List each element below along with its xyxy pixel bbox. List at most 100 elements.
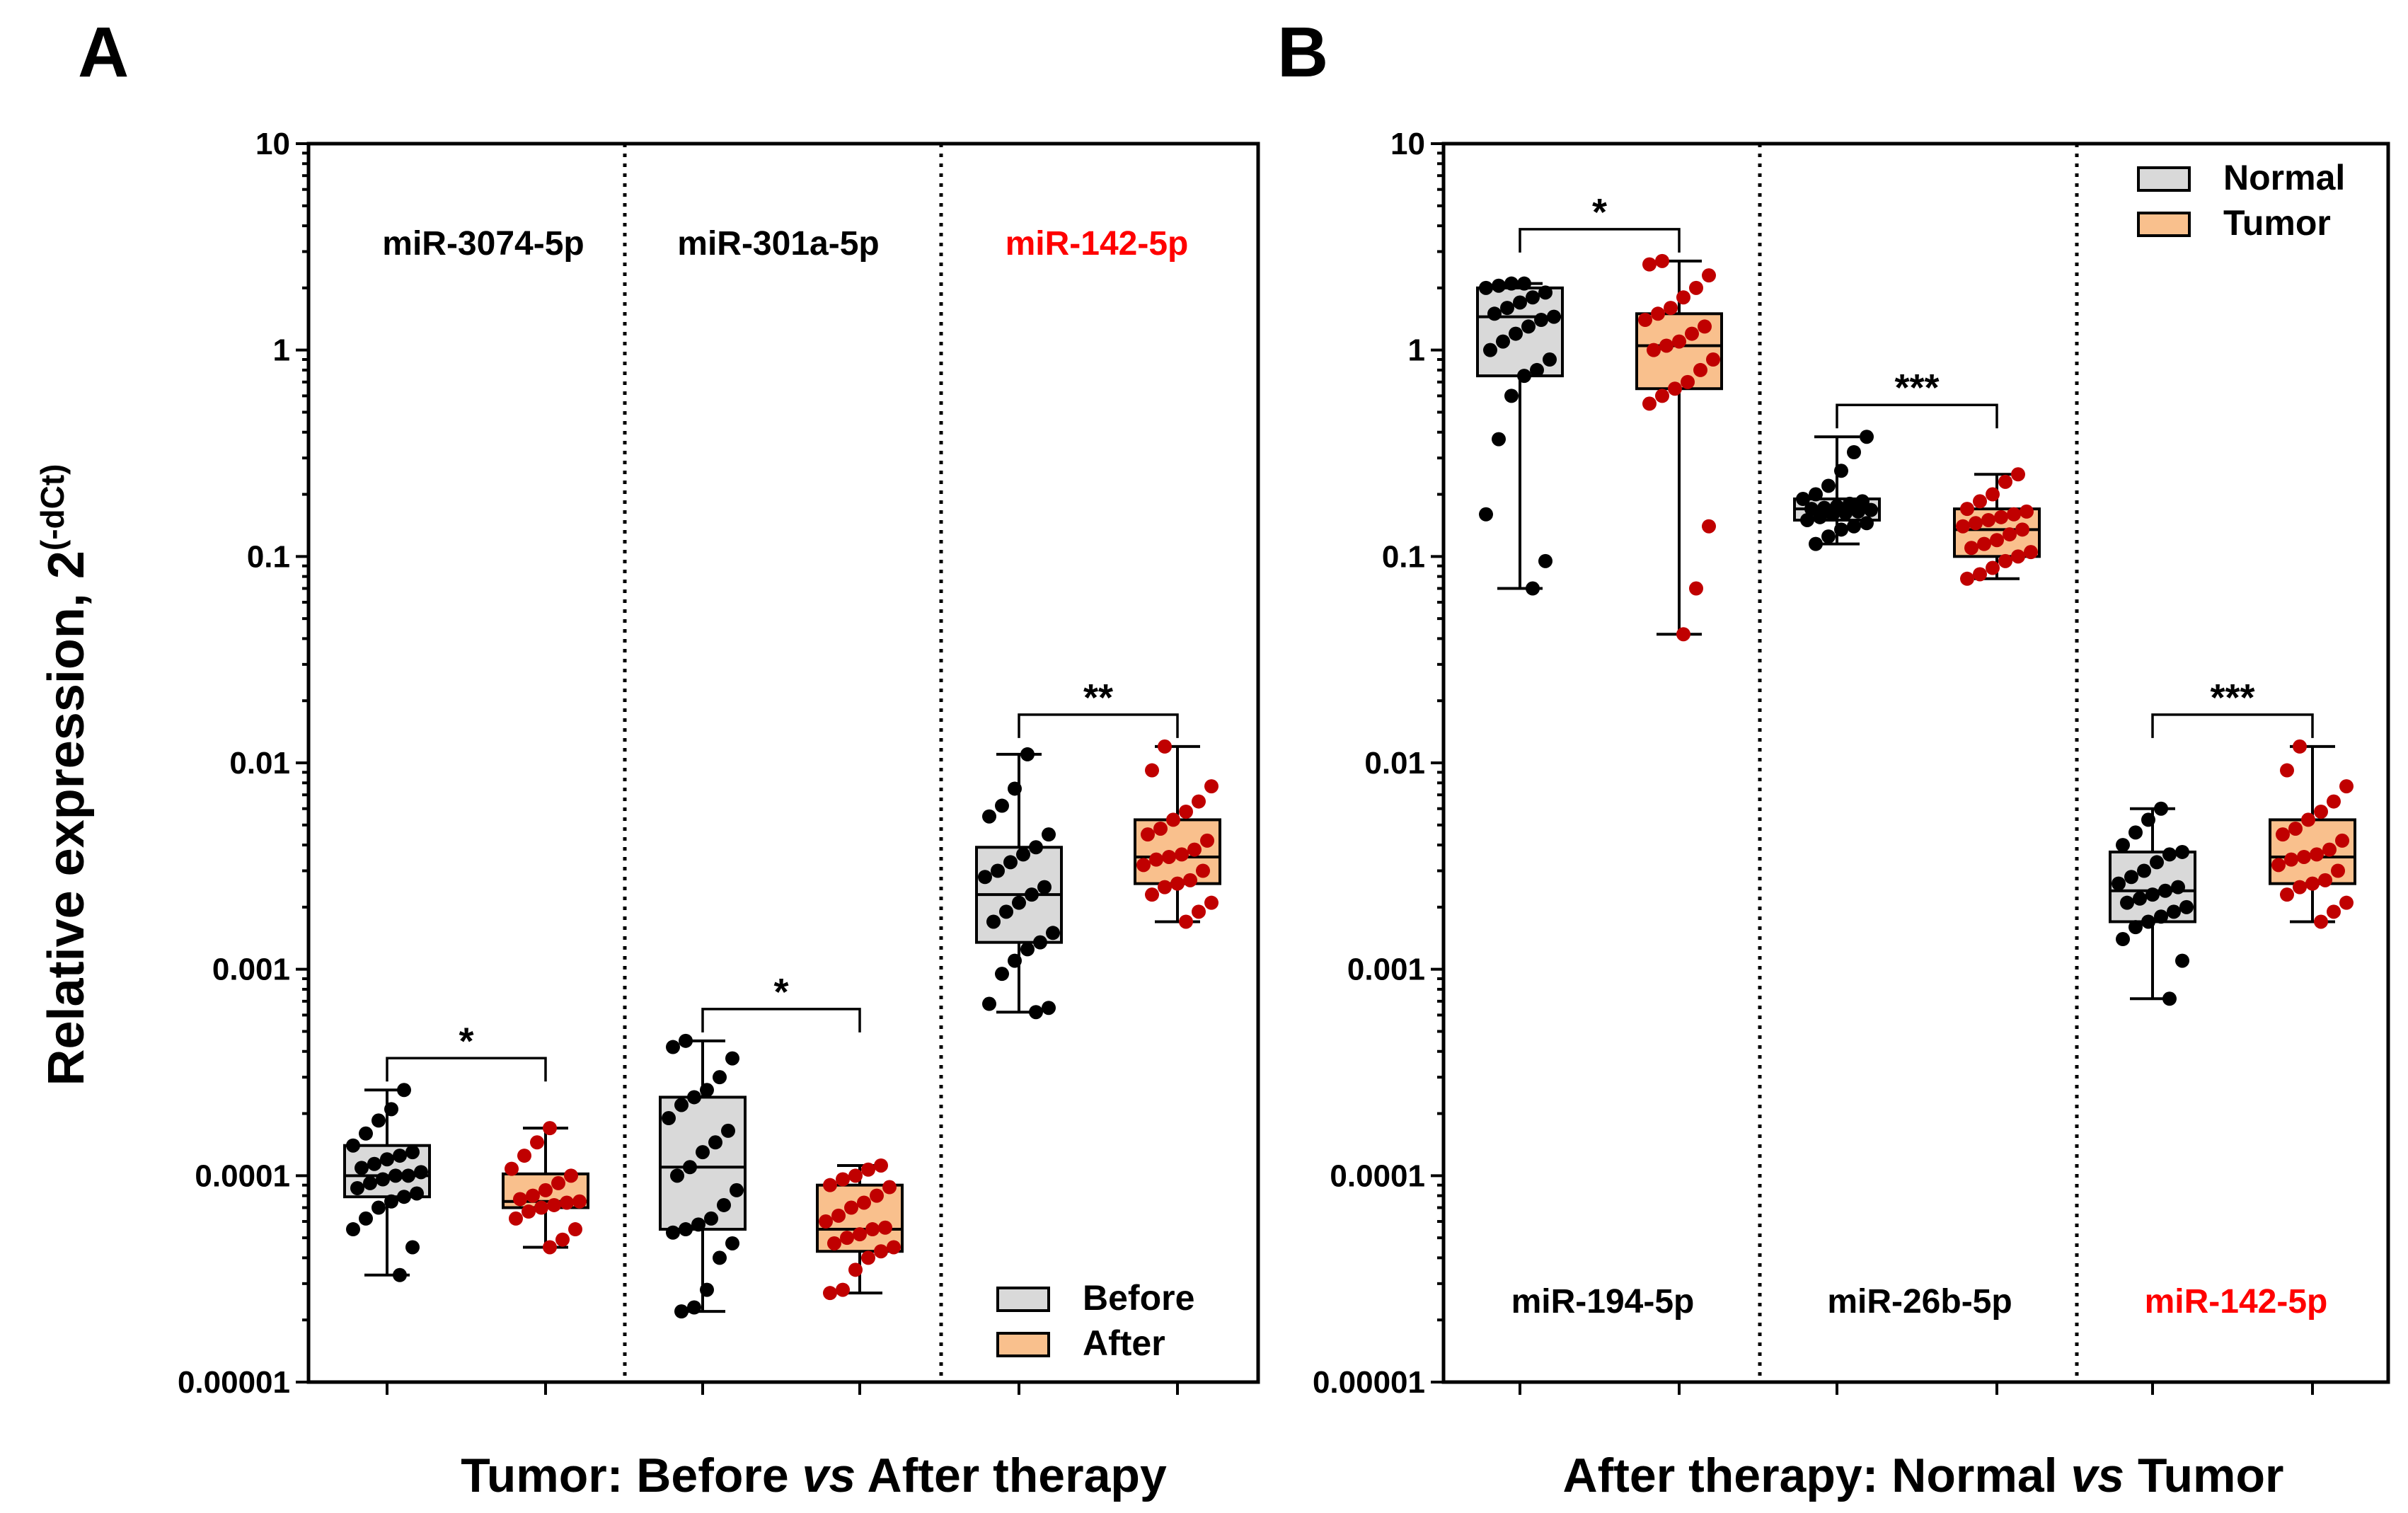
data-point	[878, 1220, 892, 1235]
data-point	[836, 1172, 850, 1187]
data-point	[1847, 519, 1861, 534]
mirna-label: miR-3074-5p	[382, 225, 584, 263]
data-point	[991, 863, 1005, 878]
legend-label: Before	[1083, 1278, 1194, 1318]
data-point	[2120, 895, 2134, 910]
data-point	[376, 1172, 390, 1187]
data-point	[505, 1161, 519, 1176]
data-point	[1973, 494, 1987, 509]
data-point	[986, 914, 1001, 929]
data-point	[857, 1195, 871, 1210]
data-point	[1547, 309, 1561, 324]
data-point	[1526, 581, 1540, 596]
data-point	[1638, 313, 1652, 328]
data-point	[1830, 499, 1844, 514]
data-point	[1986, 487, 2000, 502]
data-point	[1521, 319, 1536, 334]
y-axis-label: Relative expression, 2(-dCt)	[34, 464, 95, 1086]
data-point	[1183, 873, 1197, 887]
data-point	[547, 1197, 561, 1212]
data-point	[704, 1211, 718, 1226]
data-point	[534, 1200, 548, 1215]
data-point	[700, 1083, 714, 1098]
data-point	[2150, 855, 2164, 870]
data-point	[2327, 904, 2341, 919]
significance-bracket	[701, 1008, 861, 1032]
data-point	[2276, 827, 2290, 842]
data-point	[1033, 935, 1047, 950]
data-point	[393, 1267, 407, 1282]
data-point	[1676, 627, 1690, 642]
data-point	[1702, 268, 1716, 283]
significance-label: **	[1083, 677, 1113, 719]
data-point	[1517, 276, 1531, 291]
legend-swatch-normal	[2137, 166, 2191, 192]
data-point	[393, 1149, 407, 1163]
data-point	[1960, 571, 1974, 586]
data-point	[1543, 352, 1557, 367]
data-point	[1534, 313, 1548, 328]
legend-swatch-before	[996, 1287, 1050, 1312]
significance-label: *	[459, 1020, 473, 1062]
legend-label: Tumor	[2223, 203, 2331, 243]
y-tick-label: 0.0001	[195, 1158, 290, 1193]
data-point	[1509, 326, 1523, 341]
data-point	[530, 1135, 544, 1150]
data-point	[1964, 541, 1978, 556]
data-point	[870, 1188, 884, 1203]
data-point	[848, 1262, 863, 1277]
data-point	[2015, 522, 2029, 537]
data-point	[666, 1040, 680, 1054]
data-point	[1204, 779, 1219, 794]
legend-swatch-tumor	[2137, 212, 2191, 237]
data-point	[1538, 285, 1552, 300]
data-point	[2154, 801, 2168, 816]
data-point	[355, 1161, 369, 1175]
data-point	[371, 1113, 386, 1128]
data-point	[384, 1102, 398, 1117]
data-point	[2167, 904, 2181, 919]
data-point	[708, 1135, 722, 1150]
mirna-label: miR-142-5p	[2145, 1283, 2328, 1321]
data-point	[2339, 895, 2354, 910]
data-point	[2293, 739, 2307, 754]
data-point	[1029, 840, 1043, 855]
data-point	[1492, 432, 1506, 447]
data-point	[543, 1121, 557, 1136]
data-point	[2175, 953, 2189, 968]
data-point	[1196, 863, 1210, 878]
data-point	[1179, 914, 1193, 929]
data-point	[666, 1225, 680, 1240]
data-point	[1187, 842, 1202, 857]
legend-label: After	[1083, 1323, 1165, 1363]
data-point	[509, 1211, 523, 1226]
data-point	[1158, 880, 1172, 894]
data-point	[1158, 739, 1172, 754]
data-point	[1973, 567, 1987, 582]
panel-b: 0.00001 0.0001 0.001 0.01 0.1 1 10 miR-194-5p * m…	[1313, 127, 2390, 1400]
data-point	[2297, 849, 2311, 864]
significance-bracket	[1519, 228, 1681, 253]
data-point	[1042, 827, 1056, 842]
y-tick-label: 0.01	[229, 746, 290, 781]
data-point	[1141, 827, 1155, 842]
y-tick-label: 1	[1408, 333, 1425, 368]
data-point	[2158, 883, 2172, 898]
data-point	[679, 1222, 693, 1237]
data-point	[1855, 494, 1870, 509]
data-point	[1179, 805, 1193, 819]
data-point	[2280, 887, 2294, 902]
data-point	[874, 1244, 888, 1259]
data-point	[1956, 519, 1970, 534]
data-point	[2310, 847, 2324, 862]
data-point	[1517, 369, 1531, 384]
data-point	[687, 1300, 701, 1315]
data-point	[1860, 516, 1874, 531]
data-point	[1685, 326, 1699, 341]
data-point	[995, 967, 1009, 982]
plot-frame	[306, 142, 1260, 1384]
panel-label-b: B	[1277, 13, 1328, 92]
y-tick-label: 0.0001	[1330, 1158, 1425, 1193]
data-point	[1642, 396, 1657, 411]
